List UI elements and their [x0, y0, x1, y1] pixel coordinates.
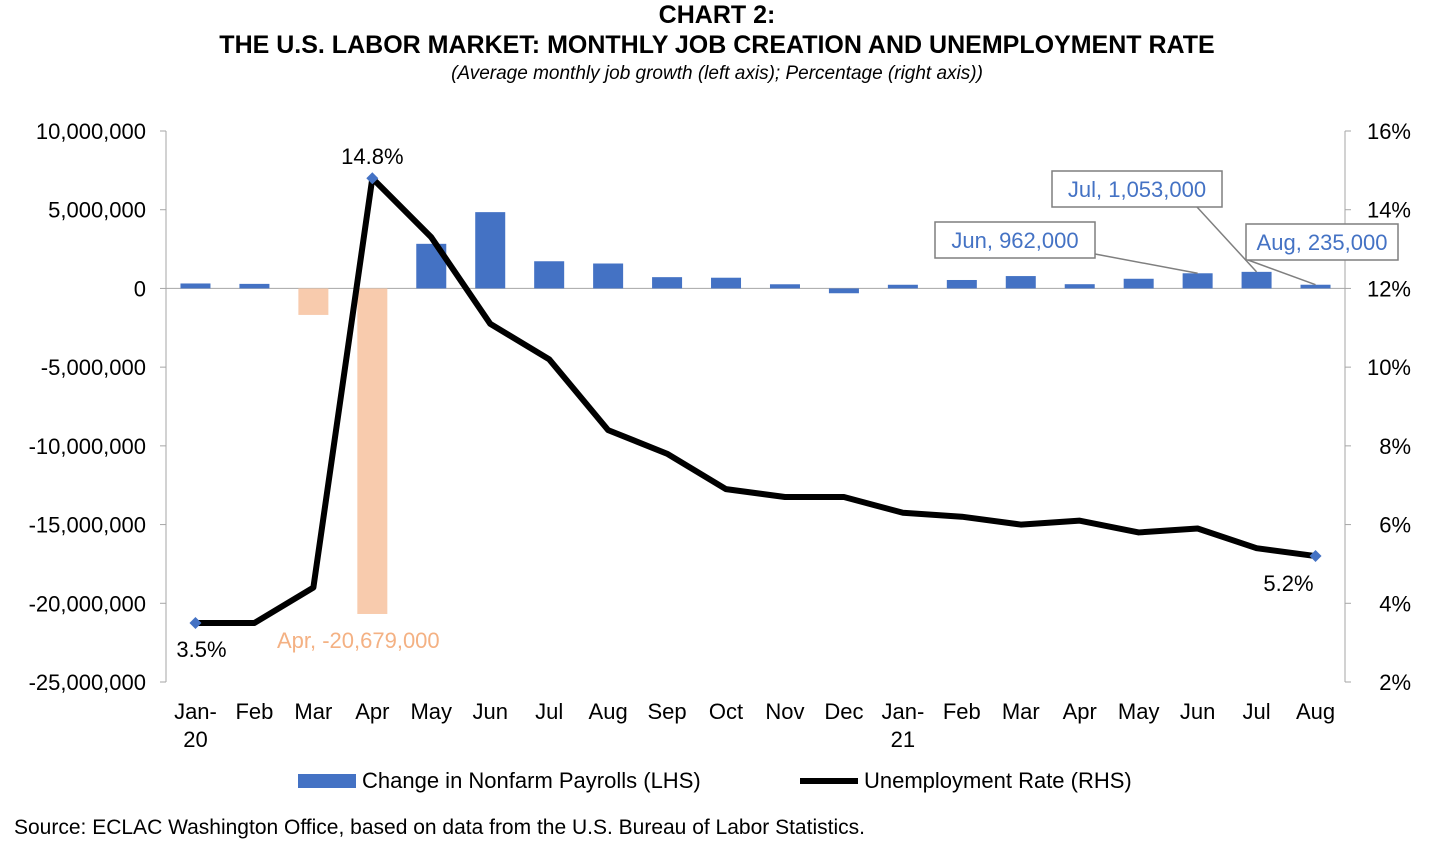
callout-leader-line — [1196, 206, 1258, 273]
x-axis-tick-label: Apr — [355, 699, 389, 724]
chart-legend: Change in Nonfarm Payrolls (LHS) Unemplo… — [0, 768, 1434, 798]
left-axis-tick-label: 10,000,000 — [36, 119, 146, 144]
payroll-bar — [180, 283, 211, 289]
left-axis-tick-label: 5,000,000 — [48, 198, 146, 223]
legend-bar-swatch — [298, 774, 356, 788]
combo-chart: 10,000,000 5,000,000 0 -5,000,000 -10,000,00… — [29, 119, 1411, 752]
left-axis-tick-label: -25,000,000 — [29, 670, 146, 695]
x-axis-tick-label: Feb — [235, 699, 273, 724]
x-axis-tick-label: Aug — [589, 699, 628, 724]
line-data-label: 5.2% — [1263, 571, 1313, 596]
bar-callout-label: Aug, 235,000 — [1257, 230, 1388, 255]
line-data-marker — [189, 616, 202, 629]
x-axis-tick-label: Mar — [1002, 699, 1040, 724]
chart-title-line1: CHART 2: — [658, 1, 776, 29]
left-axis-tick-label: -20,000,000 — [29, 591, 146, 616]
x-axis-tick-label: Dec — [824, 699, 863, 724]
left-axis-tick-label: -10,000,000 — [29, 434, 146, 459]
x-axis-tick-label: Jun — [1180, 699, 1215, 724]
bar-callout-label: Jul, 1,053,000 — [1068, 177, 1206, 202]
payroll-bar — [828, 288, 859, 294]
payroll-bars — [180, 212, 1331, 614]
x-axis-tick-label: Apr — [1063, 699, 1097, 724]
chart-axes: 10,000,000 5,000,000 0 -5,000,000 -10,000,00… — [29, 119, 1411, 752]
callout-box — [1051, 170, 1223, 208]
payroll-bar — [593, 263, 624, 289]
payroll-bar — [239, 283, 270, 289]
x-axis-tick-label: May — [410, 699, 452, 724]
payroll-bar — [1182, 273, 1213, 289]
left-axis-tick-label: -15,000,000 — [29, 513, 146, 538]
payroll-bar — [298, 288, 329, 315]
right-axis-tick-label: 12% — [1367, 276, 1411, 301]
unemployment-rate-line — [195, 175, 1316, 626]
right-axis-tick-label: 16% — [1367, 119, 1411, 144]
x-axis-tick-label: Mar — [294, 699, 332, 724]
right-axis-tick-label: 14% — [1367, 198, 1411, 223]
x-axis-tick-label: Jan- — [174, 699, 217, 724]
payroll-bar — [652, 277, 683, 289]
x-axis-tick-label: Jul — [1243, 699, 1271, 724]
callout-leader-line — [1094, 253, 1198, 275]
bar-callout-label: Apr, -20,679,000 — [277, 628, 440, 653]
unemployment-line-group — [195, 175, 1316, 626]
payroll-bar — [1005, 276, 1036, 289]
source-note: Source: ECLAC Washington Office, based o… — [14, 816, 865, 839]
x-axis-tick-label: Jun — [472, 699, 507, 724]
callout-box — [934, 221, 1096, 259]
line-data-label: 14.8% — [341, 144, 403, 169]
payroll-bar — [357, 288, 388, 614]
payroll-bar — [1064, 284, 1095, 289]
right-axis-tick-label: 4% — [1379, 591, 1411, 616]
payroll-bar — [711, 277, 742, 289]
payroll-bar — [1300, 284, 1331, 289]
legend-line-label: Unemployment Rate (RHS) — [864, 768, 1132, 793]
x-axis-tick-label: Nov — [765, 699, 804, 724]
x-axis-tick-label: Jan- — [881, 699, 924, 724]
x-axis-tick-label: May — [1118, 699, 1160, 724]
line-data-marker — [1309, 550, 1322, 563]
x-axis-tick-label: Aug — [1296, 699, 1335, 724]
x-axis-tick-label: 20 — [183, 727, 207, 752]
callout-box — [1245, 223, 1399, 261]
left-axis-tick-label: 0 — [134, 276, 146, 301]
chart-title-line2: THE U.S. LABOR MARKET: MONTHLY JOB CREAT… — [219, 31, 1215, 59]
chart-subtitle: (Average monthly job growth (left axis);… — [451, 63, 983, 84]
payroll-bar — [887, 284, 918, 289]
legend-line-swatch — [800, 778, 858, 784]
line-data-label: 3.5% — [176, 637, 226, 662]
right-axis-tick-label: 6% — [1379, 513, 1411, 538]
x-axis-tick-label: Feb — [943, 699, 981, 724]
legend-bar-label: Change in Nonfarm Payrolls (LHS) — [362, 768, 701, 793]
right-axis-tick-label: 8% — [1379, 434, 1411, 459]
right-axis-tick-label: 2% — [1379, 670, 1411, 695]
x-axis-tick-label: Sep — [647, 699, 686, 724]
payroll-bar — [475, 212, 506, 289]
x-axis-tick-label: 21 — [891, 727, 915, 752]
x-axis-tick-label: Jul — [535, 699, 563, 724]
bar-callout-label: Jun, 962,000 — [951, 228, 1078, 253]
right-axis-tick-label: 10% — [1367, 355, 1411, 380]
callout-leader-line — [1247, 259, 1316, 286]
payroll-bar — [769, 284, 800, 289]
payroll-bar — [946, 279, 977, 289]
left-axis-tick-label: -5,000,000 — [41, 355, 146, 380]
payroll-bar — [534, 261, 565, 289]
legend-item-payrolls: Change in Nonfarm Payrolls (LHS) — [298, 768, 701, 794]
x-axis-tick-label: Oct — [709, 699, 743, 724]
payroll-bar — [1123, 278, 1154, 289]
chart-labels: 3.5% 14.8% 5.2% Apr, -20,679,000 Jun, 962,00… — [176, 144, 1399, 662]
legend-item-unemployment: Unemployment Rate (RHS) — [800, 768, 1132, 794]
line-data-marker — [366, 172, 379, 185]
payroll-bar — [1241, 271, 1272, 289]
